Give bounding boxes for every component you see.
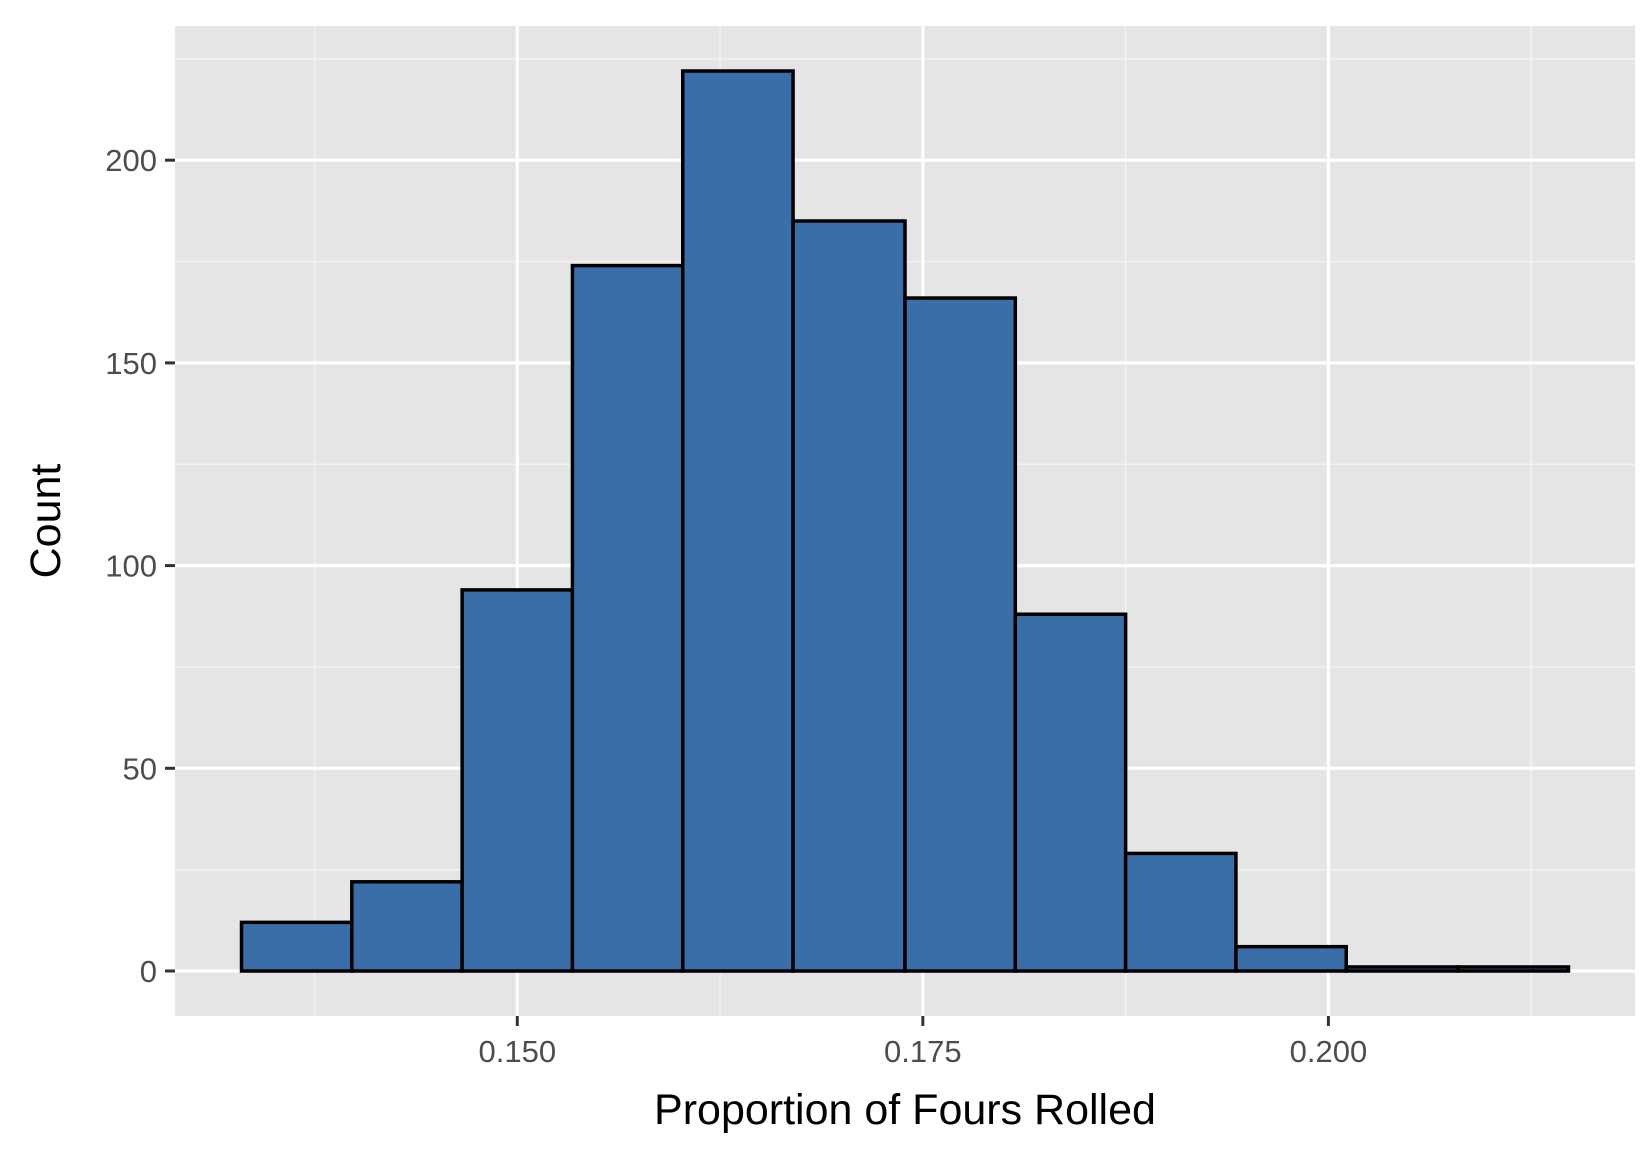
y-tick-label: 50 — [123, 751, 157, 786]
histogram-bar — [1456, 965, 1571, 973]
histogram-bars — [239, 69, 1571, 973]
histogram-bar — [1123, 851, 1238, 973]
y-tick-label: 150 — [105, 346, 157, 381]
x-axis-title: Proportion of Fours Rolled — [654, 1086, 1156, 1134]
x-tick-label: 0.175 — [884, 1034, 962, 1069]
histogram-bar — [903, 296, 1018, 973]
histogram-bar — [681, 69, 795, 973]
x-tick-label: 0.150 — [478, 1034, 556, 1069]
histogram-bar — [460, 588, 575, 973]
y-axis-title: Count — [22, 464, 70, 579]
y-tick-label: 0 — [140, 954, 157, 989]
histogram-bar — [570, 263, 685, 973]
histogram-bar — [1013, 612, 1128, 973]
x-tick-label: 0.200 — [1290, 1034, 1368, 1069]
y-axis: 0 50 100 150 200 — [105, 143, 175, 989]
x-axis: 0.150 0.175 0.200 — [478, 1016, 1367, 1069]
histogram-bar — [239, 920, 354, 973]
y-tick-label: 100 — [105, 549, 157, 584]
histogram-bar — [350, 880, 464, 973]
y-tick-label: 200 — [105, 143, 157, 178]
histogram-bar — [1234, 944, 1348, 973]
histogram-bar — [1344, 965, 1460, 973]
histogram-bar — [791, 219, 907, 973]
